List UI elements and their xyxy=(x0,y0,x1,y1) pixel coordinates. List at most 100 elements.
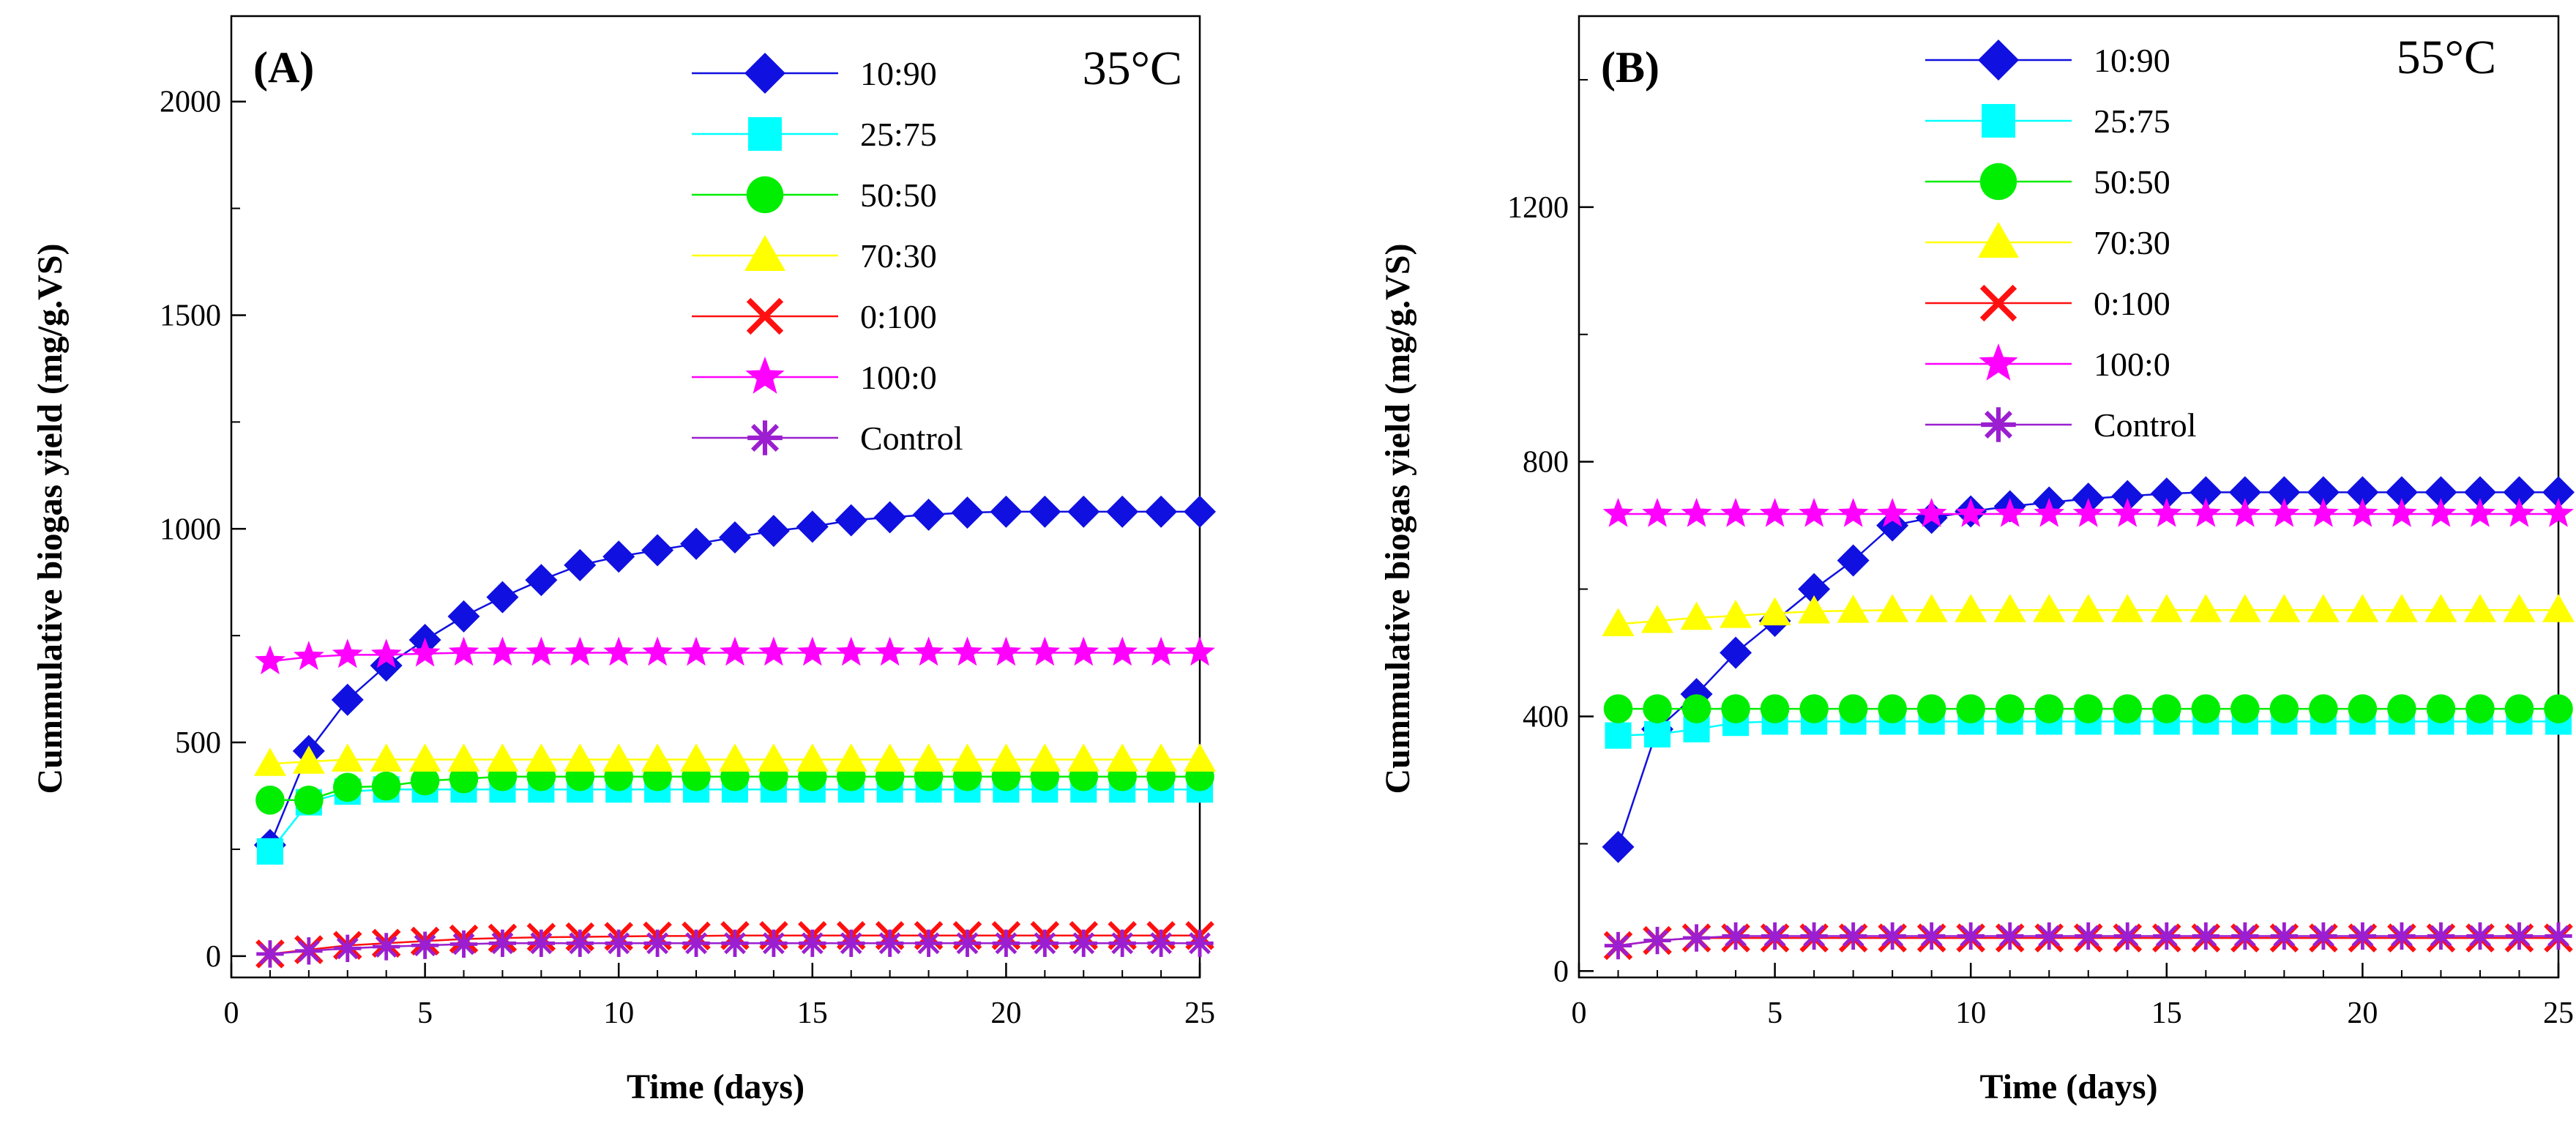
data-point xyxy=(1878,922,1906,950)
legend-label: Control xyxy=(860,420,963,457)
data-point xyxy=(2229,498,2260,527)
y-tick-label: 400 xyxy=(1523,700,1569,734)
data-point xyxy=(757,743,790,772)
legend-item: 25:75 xyxy=(692,116,937,153)
data-point xyxy=(1641,605,1674,633)
y-tick-label: 800 xyxy=(1523,446,1569,480)
x-tick-label: 15 xyxy=(797,996,828,1030)
data-point xyxy=(2424,476,2457,509)
data-point xyxy=(873,501,906,534)
data-point xyxy=(1995,694,2025,723)
data-point xyxy=(410,766,440,796)
x-tick-label: 20 xyxy=(990,996,1021,1030)
data-point xyxy=(1955,498,1987,527)
data-point xyxy=(1681,694,1711,723)
data-point xyxy=(2190,498,2222,527)
legend-marker xyxy=(1982,104,2015,138)
data-point xyxy=(1602,830,1635,863)
x-tick-label: 15 xyxy=(2151,996,2182,1030)
data-point xyxy=(1798,573,1831,606)
x-tick-label: 10 xyxy=(603,996,634,1030)
data-point xyxy=(1602,608,1635,636)
data-point xyxy=(525,743,558,772)
data-point xyxy=(2113,922,2141,950)
data-point xyxy=(2505,922,2534,950)
data-point xyxy=(605,929,632,958)
data-point xyxy=(2035,922,2063,950)
data-point xyxy=(912,743,945,772)
data-point xyxy=(1184,495,1216,528)
legend-label: 25:75 xyxy=(2094,103,2170,140)
data-point xyxy=(602,540,635,573)
data-point xyxy=(2151,498,2182,527)
data-point xyxy=(1184,636,1215,666)
legend-item: 50:50 xyxy=(692,176,937,214)
data-point xyxy=(1681,498,1712,527)
legend-marker xyxy=(746,297,784,335)
data-point xyxy=(1758,597,1791,626)
data-point xyxy=(2424,594,2457,622)
data-point xyxy=(372,933,400,961)
data-point xyxy=(758,636,789,666)
legend-item: 25:75 xyxy=(1925,103,2170,140)
data-point xyxy=(2346,594,2379,622)
data-point xyxy=(2230,694,2260,723)
legend-item: Control xyxy=(1925,406,2197,444)
temperature-label: 35°C xyxy=(1083,42,1182,95)
data-point xyxy=(2466,922,2494,950)
data-point xyxy=(641,534,674,567)
data-point xyxy=(2463,594,2496,622)
legend-label: 25:75 xyxy=(860,116,937,153)
data-point xyxy=(2270,922,2299,950)
data-point xyxy=(2268,476,2301,509)
data-point xyxy=(2463,476,2496,509)
data-point xyxy=(951,743,984,772)
data-point xyxy=(1643,694,1672,723)
data-point xyxy=(1106,495,1139,528)
x-tick-label: 10 xyxy=(1955,996,1986,1030)
data-point xyxy=(2388,922,2416,950)
x-tick-label: 0 xyxy=(224,996,239,1030)
data-point xyxy=(1068,636,1100,666)
plot-frame xyxy=(230,15,1201,979)
data-point xyxy=(952,636,983,666)
data-point xyxy=(835,504,867,537)
data-point xyxy=(680,527,713,560)
data-point xyxy=(486,743,519,772)
data-point xyxy=(411,931,439,959)
data-point xyxy=(1028,495,1061,528)
data-point xyxy=(2544,694,2573,723)
panel-b: 0 5 10 15 20 25 0 400 800 1200 Time (days) Cummulat… xyxy=(1378,15,2575,1106)
data-point xyxy=(2307,594,2340,622)
data-point xyxy=(488,929,517,958)
data-point xyxy=(796,743,829,772)
temperature-label: 55°C xyxy=(2397,31,2496,84)
data-point xyxy=(1145,743,1178,772)
data-point xyxy=(1876,594,1909,622)
data-point xyxy=(718,521,751,554)
data-point xyxy=(2385,594,2418,622)
data-point xyxy=(527,929,556,958)
data-point xyxy=(2347,498,2378,527)
data-point xyxy=(1108,929,1136,958)
data-point xyxy=(1722,922,1750,950)
data-point xyxy=(564,548,597,581)
legend-marker xyxy=(1978,40,2019,81)
data-point xyxy=(1957,922,1985,950)
data-point xyxy=(912,499,945,532)
data-point xyxy=(256,838,283,865)
legend-label: 0:100 xyxy=(2094,285,2170,322)
data-point xyxy=(332,772,362,802)
data-point xyxy=(990,636,1022,666)
data-point xyxy=(1798,595,1831,624)
data-point xyxy=(2426,694,2456,723)
data-point xyxy=(371,771,401,801)
data-point xyxy=(448,636,479,666)
data-point xyxy=(603,636,635,666)
data-point xyxy=(1837,595,1870,623)
data-point xyxy=(992,929,1020,958)
data-point xyxy=(253,748,286,776)
legend-item: 100:0 xyxy=(1925,343,2170,383)
legend-label: 100:0 xyxy=(2094,346,2170,383)
data-point xyxy=(1680,601,1713,630)
